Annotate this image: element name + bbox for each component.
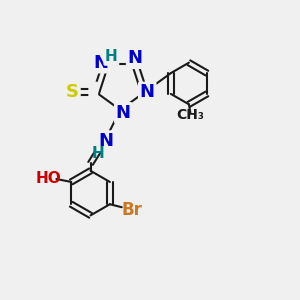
Text: N: N xyxy=(116,104,131,122)
Text: H: H xyxy=(105,49,118,64)
Text: H: H xyxy=(92,146,104,161)
Text: N: N xyxy=(94,54,109,72)
Text: S: S xyxy=(66,83,79,101)
Text: CH₃: CH₃ xyxy=(176,108,204,122)
Text: Br: Br xyxy=(122,201,142,219)
Text: N: N xyxy=(98,132,113,150)
Text: N: N xyxy=(128,49,142,67)
Text: HO: HO xyxy=(36,171,62,186)
Text: N: N xyxy=(140,83,155,101)
